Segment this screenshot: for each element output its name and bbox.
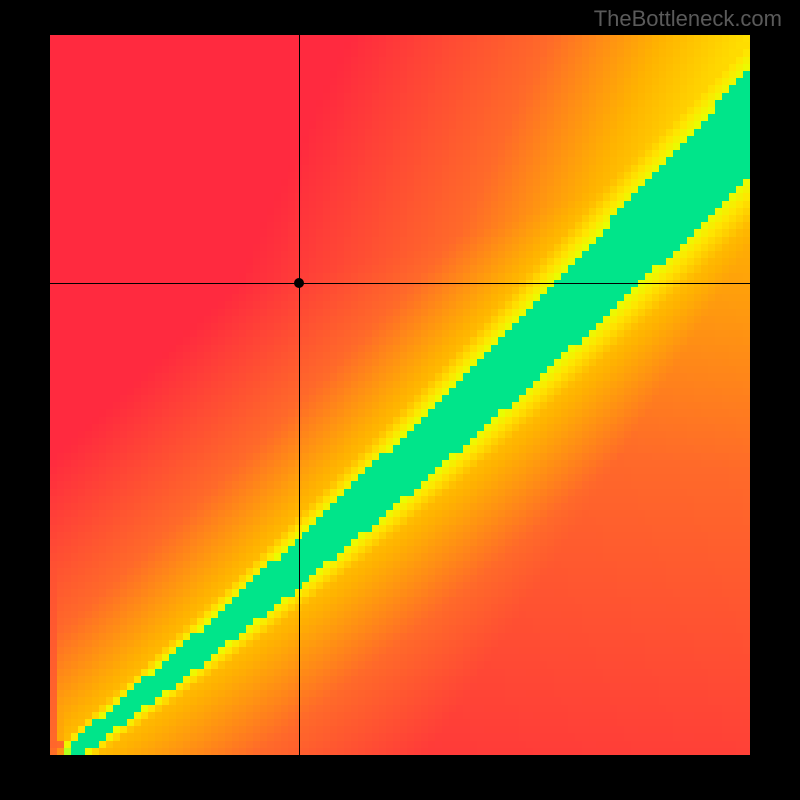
chart-container: TheBottleneck.com [0,0,800,800]
watermark-text: TheBottleneck.com [594,6,782,32]
plot-area [50,35,750,755]
crosshair-horizontal-line [50,283,750,284]
bottleneck-heatmap [50,35,750,755]
crosshair-marker-dot [294,278,304,288]
crosshair-vertical-line [299,35,300,755]
